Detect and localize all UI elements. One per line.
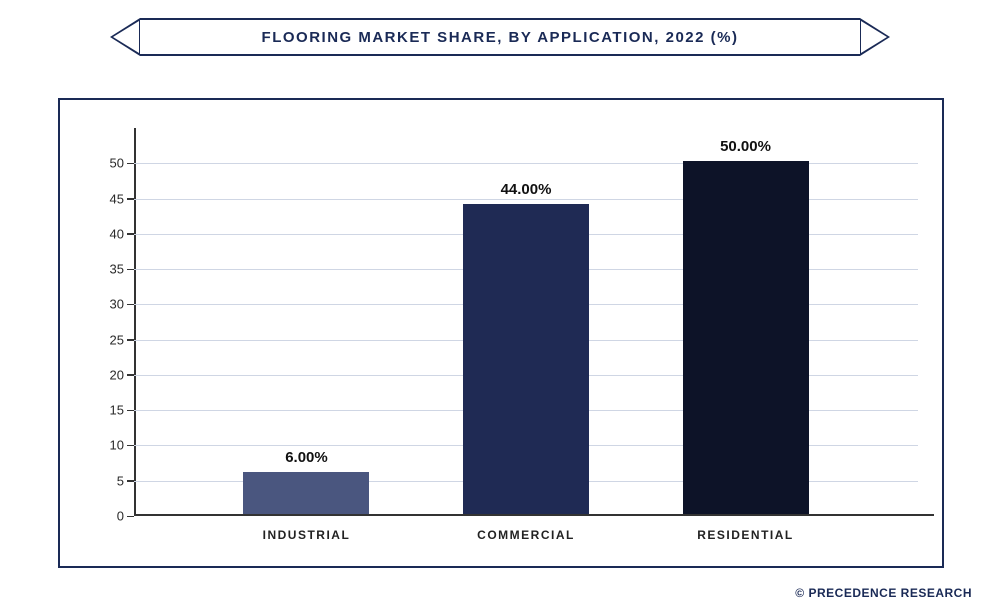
y-tick-label: 25 xyxy=(84,332,124,347)
y-tick-mark xyxy=(127,445,134,447)
title-banner-left-arrow xyxy=(110,18,140,56)
source-attribution: © PRECEDENCE RESEARCH xyxy=(795,586,972,600)
y-tick-mark xyxy=(127,198,134,200)
bar-residential: 50.00% xyxy=(683,161,809,514)
category-label: INDUSTRIAL xyxy=(263,528,351,542)
y-tick-label: 10 xyxy=(84,438,124,453)
bar-value-label: 6.00% xyxy=(285,449,328,466)
chart-frame: 0 5 10 15 20 25 30 35 40 45 50 6.00% INDUSTRIAL 44.00… xyxy=(58,98,944,568)
y-tick-mark xyxy=(127,516,134,518)
y-tick-label: 35 xyxy=(84,262,124,277)
y-tick-mark xyxy=(127,374,134,376)
y-tick-label: 20 xyxy=(84,367,124,382)
category-label: RESIDENTIAL xyxy=(697,528,794,542)
title-banner-right-arrow xyxy=(860,18,890,56)
y-axis xyxy=(134,128,136,516)
y-tick-mark xyxy=(127,304,134,306)
y-tick-label: 15 xyxy=(84,403,124,418)
chart-title: FLOORING MARKET SHARE, BY APPLICATION, 2… xyxy=(262,29,739,46)
y-tick-mark xyxy=(127,163,134,165)
bar-industrial: 6.00% xyxy=(243,472,369,514)
y-tick-label: 5 xyxy=(84,473,124,488)
x-axis-extension xyxy=(918,514,934,516)
bar-value-label: 50.00% xyxy=(720,138,771,155)
category-label: COMMERCIAL xyxy=(477,528,575,542)
y-tick-label: 40 xyxy=(84,226,124,241)
y-tick-label: 50 xyxy=(84,156,124,171)
y-tick-label: 0 xyxy=(84,509,124,524)
y-tick-mark xyxy=(127,233,134,235)
y-tick-label: 45 xyxy=(84,191,124,206)
plot-area: 051015202530354045506.00%INDUSTRIAL44.00… xyxy=(134,128,918,516)
y-tick-mark xyxy=(127,269,134,271)
y-tick-mark xyxy=(127,339,134,341)
bar-commercial: 44.00% xyxy=(463,204,589,514)
title-banner: FLOORING MARKET SHARE, BY APPLICATION, 2… xyxy=(140,18,860,56)
x-axis xyxy=(134,514,918,516)
y-tick-mark xyxy=(127,410,134,412)
bar-value-label: 44.00% xyxy=(501,181,552,198)
y-tick-label: 30 xyxy=(84,297,124,312)
y-tick-mark xyxy=(127,480,134,482)
